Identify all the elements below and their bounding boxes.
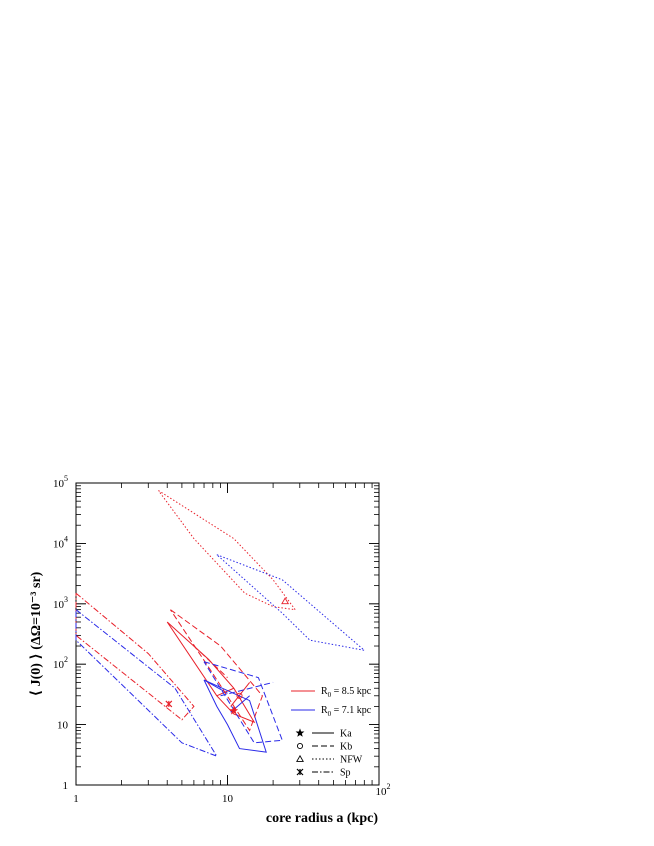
series-group xyxy=(75,490,367,758)
y-tick-label: 105 xyxy=(53,474,68,490)
y-tick-label: 10 xyxy=(57,720,69,732)
y-axis-title: ⟨ J(0) ⟩ (ΔΩ=10⁻³ sr) xyxy=(29,571,44,696)
x-tick-label: 10 xyxy=(222,793,234,805)
legend-label-nfw: NFW xyxy=(340,755,363,766)
series-nfw-r0-8-5 xyxy=(157,490,297,611)
legend-label-kb: Kb xyxy=(340,742,352,753)
x-tick-label: 102 xyxy=(376,782,391,798)
x-tick-label: 1 xyxy=(73,793,79,805)
marker-nfw xyxy=(281,597,290,605)
series-kb-r0-7-1 xyxy=(203,661,284,744)
legend-marker-kb xyxy=(296,742,304,750)
series-kb-inner-line xyxy=(220,681,274,697)
legend-marker-sp xyxy=(296,768,304,776)
legend-label-sp: Sp xyxy=(340,768,351,779)
series-ka-r0-7-1 xyxy=(203,679,267,753)
series-ka-inner-line xyxy=(230,682,251,707)
y-tick-label: 102 xyxy=(53,655,68,671)
y-tick-label: 103 xyxy=(53,595,68,611)
markers-group xyxy=(165,597,290,715)
legend: R0 = 8.5 kpc R0 = 7.1 kpc Ka Kb NFW Sp xyxy=(291,686,372,779)
marker-kb xyxy=(236,692,243,699)
ticks xyxy=(75,482,380,786)
y-tick-label: 104 xyxy=(53,534,68,550)
plot-frame xyxy=(75,482,380,786)
series-sp-r0-7-1 xyxy=(75,609,218,758)
marker-sp xyxy=(165,700,173,708)
series-sp-r0-8-5 xyxy=(75,592,195,721)
legend-color-label: R0 = 7.1 kpc xyxy=(321,705,372,718)
y-tick-label: 1 xyxy=(63,780,69,792)
marker-ka xyxy=(229,706,239,715)
series-kb-inner-line xyxy=(193,645,228,678)
legend-marker-ka xyxy=(295,728,305,737)
legend-label-ka: Ka xyxy=(340,729,352,740)
series-nfw-r0-7-1 xyxy=(216,554,367,652)
legend-marker-nfw xyxy=(296,754,304,762)
series-kb-r0-8-5 xyxy=(169,609,263,732)
legend-color-label: R0 = 8.5 kpc xyxy=(321,686,372,699)
x-axis-title: core radius a (kpc) xyxy=(266,811,378,826)
